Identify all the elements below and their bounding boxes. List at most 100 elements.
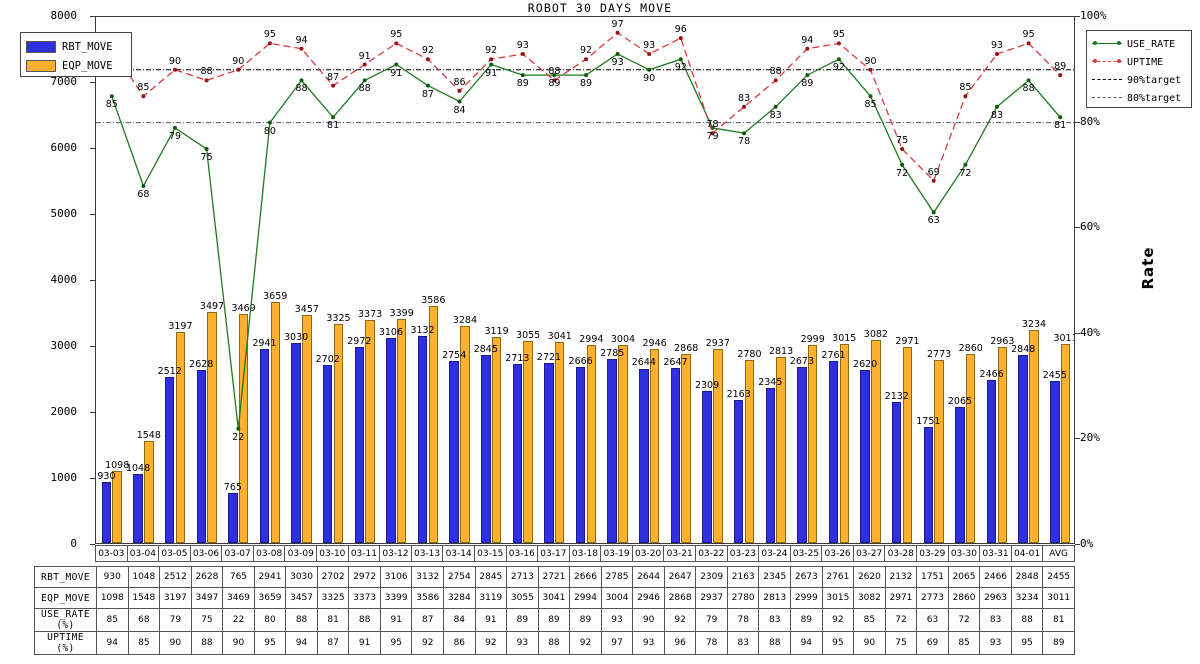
bar-rbt-move [1018, 355, 1028, 543]
table-cell: 2780 [726, 587, 760, 609]
table-cell: 1098 [96, 587, 129, 609]
bar-eqp-move [302, 314, 312, 543]
bar-rbt-move [512, 363, 523, 543]
line-marker [647, 52, 652, 56]
line-marker [236, 67, 241, 72]
bar-value-label: 3030 [284, 332, 309, 344]
bar-rbt-move [228, 492, 238, 543]
table-cell: 1548 [127, 587, 161, 609]
table-cell: 95 [1010, 631, 1044, 655]
line-value-label: 83 [769, 109, 782, 121]
bar-value-label: 2845 [473, 344, 498, 356]
line-marker [331, 115, 336, 120]
x-axis-label: 03-18 [570, 546, 602, 561]
table-cell: 2937 [695, 587, 728, 609]
bar-rbt-move [449, 361, 459, 543]
bar-value-label: 2065 [947, 395, 973, 407]
table-cell: 92 [411, 631, 445, 655]
bar-value-label: 1751 [916, 416, 941, 428]
bar-eqp-move [207, 312, 217, 543]
line-marker [868, 94, 873, 99]
bar-eqp-move [365, 320, 375, 543]
table-cell: 85 [947, 631, 981, 655]
line-value-label: 81 [327, 120, 340, 132]
bar-value-label: 3011 [1053, 333, 1074, 345]
table-cell: 2761 [821, 566, 855, 588]
bar-value-label: 2780 [737, 348, 762, 360]
line-marker [678, 36, 683, 41]
table-cell: 2941 [253, 566, 287, 588]
table-cell: 91 [379, 608, 413, 632]
bar-rbt-move [670, 368, 681, 543]
line-value-label: 93 [516, 40, 529, 51]
x-axis-label: 03-13 [412, 546, 444, 561]
bar-rbt-move [923, 427, 934, 543]
line-value-label: 95 [263, 29, 276, 41]
bar-eqp-move [871, 339, 881, 543]
table-cell: 83 [726, 631, 760, 655]
line-value-label: 84 [453, 104, 466, 116]
table-cell: 3132 [411, 566, 445, 588]
line-marker [394, 41, 399, 46]
x-axis-label: 03-29 [917, 546, 949, 561]
bar-value-label: 2647 [663, 357, 688, 369]
bar-value-label: 2999 [800, 334, 825, 346]
line-value-label: 89 [548, 78, 561, 90]
table-cell: 72 [884, 608, 918, 632]
table-row-header: USE_RATE (%) [34, 608, 97, 632]
legend-item-80pcttarget[interactable]: 80%target [1092, 89, 1186, 107]
table-cell: 2848 [1010, 566, 1044, 588]
table-cell: 94 [790, 631, 823, 655]
line-value-label: 72 [959, 167, 972, 179]
bar-value-label: 3055 [516, 330, 541, 342]
line-value-label: 85 [105, 99, 118, 111]
line-value-label: 90 [643, 72, 656, 84]
line-value-label: 87 [421, 88, 434, 100]
bar-value-label: 3586 [421, 295, 446, 307]
table-cell: 90 [632, 608, 665, 632]
line-marker [615, 30, 620, 35]
table-cell: 2860 [947, 587, 981, 609]
legend-item-rbt-move[interactable]: RBT_MOVE [26, 37, 126, 56]
table-cell: 3041 [537, 587, 571, 609]
line-marker [425, 57, 430, 62]
line-value-label: 86 [453, 76, 466, 88]
legend-item-90pcttarget[interactable]: 90%target [1092, 71, 1186, 89]
line-marker [457, 88, 462, 93]
line-value-label: 91 [358, 50, 371, 62]
bar-eqp-move [807, 345, 818, 543]
bar-value-label: 3325 [326, 312, 351, 324]
line-value-label: 75 [896, 135, 909, 146]
legend-swatch [26, 40, 56, 53]
table-cell: 88 [348, 608, 381, 632]
line-value-label: 95 [1022, 29, 1035, 41]
bar-value-label: 765 [223, 481, 242, 493]
x-axis-label: 03-17 [538, 546, 570, 561]
bar-value-label: 3082 [863, 328, 888, 340]
bar-eqp-move [396, 318, 407, 543]
table-cell: 930 [96, 566, 129, 588]
bar-value-label: 2754 [442, 350, 467, 362]
table-cell: 2666 [569, 566, 602, 588]
legend-item-use-rate[interactable]: USE_RATE [1092, 35, 1186, 53]
bar-rbt-move [575, 367, 586, 543]
table-cell: 3457 [285, 587, 318, 609]
table-cell: 85 [96, 608, 129, 632]
bar-value-label: 1548 [136, 429, 161, 441]
y-tick-mark-left [90, 346, 95, 347]
x-axis-label: 03-31 [980, 546, 1012, 561]
bar-value-label: 2972 [347, 335, 372, 347]
table-row: USE_RATE (%) 85 68 79 75 22 80 88 81 88 91 87 84 91 89… [34, 608, 1075, 632]
legend-label: UPTIME [1127, 56, 1164, 68]
line-marker [773, 104, 778, 109]
line-marker [204, 147, 209, 151]
bar-rbt-move [860, 370, 870, 543]
legend-item-uptime[interactable]: UPTIME [1092, 53, 1186, 71]
legend-item-eqp-move[interactable]: EQP_MOVE [26, 56, 126, 75]
table-cell: 88 [537, 631, 571, 655]
table-cell: 2628 [190, 566, 224, 588]
legend-label: 90%target [1127, 74, 1182, 86]
y-tick-right: 0% [1080, 537, 1094, 550]
line-value-label: 92 [579, 45, 593, 57]
table-cell: 2309 [695, 566, 728, 588]
